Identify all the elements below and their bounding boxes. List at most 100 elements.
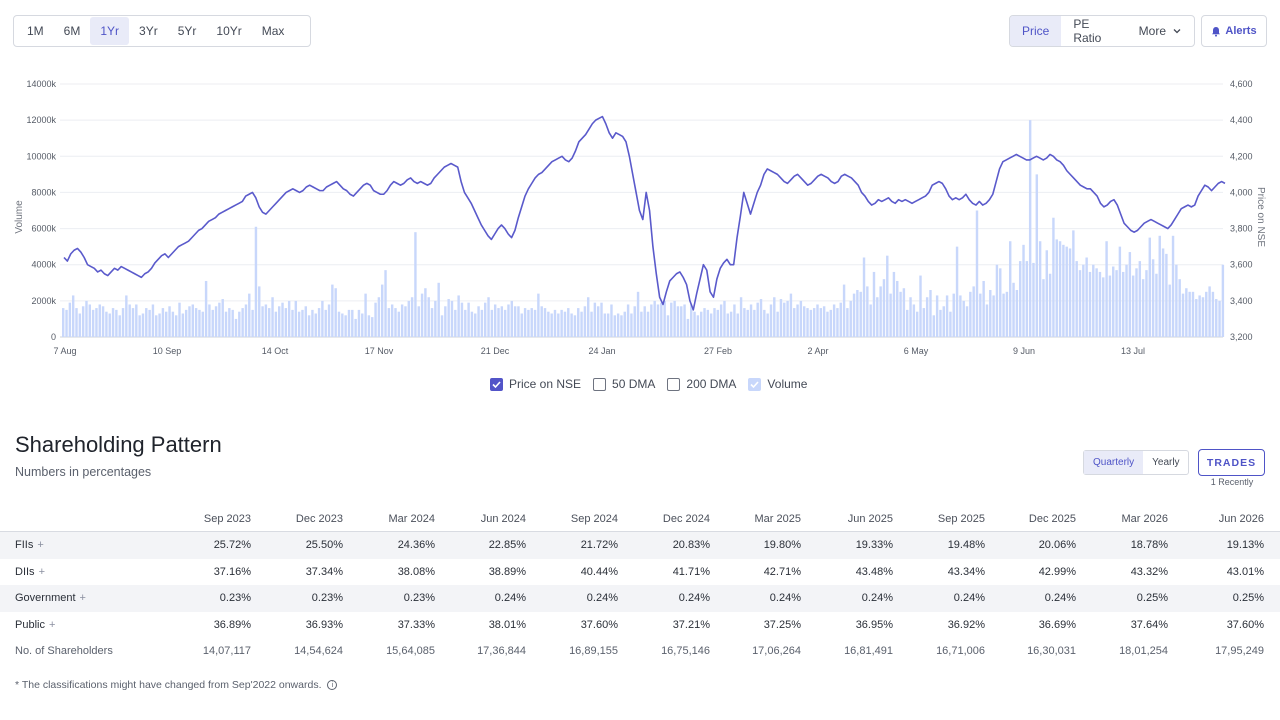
alerts-button[interactable]: Alerts [1201,15,1267,47]
legend-50dma[interactable]: 50 DMA [593,377,655,391]
volume-bar [809,309,813,337]
info-icon[interactable]: i [327,680,338,690]
volume-bar [277,306,281,337]
table-cell: 37.34% [305,565,343,578]
range-button-max[interactable]: Max [261,24,285,38]
volume-bar [427,297,430,337]
range-button-3yr[interactable]: 3Yr [139,24,158,38]
table-row[interactable]: Government +0.23% 0.23% 0.23% 0.24% 0.24% 0.24… [0,585,1280,612]
volume-bar [799,300,803,337]
range-button-5yr[interactable]: 5Yr [177,24,197,38]
volume-bar [228,308,231,337]
section-title: Shareholding Pattern [15,432,222,457]
table-row[interactable]: FIIs +25.72% 25.50% 24.36% 22.85% 21.72% 20.83… [0,532,1280,559]
volume-bar [653,300,656,337]
volume-bar [952,293,955,337]
y-right-tick: 3,400 [1230,296,1253,306]
volume-bar [377,297,381,337]
volume-bar [1141,279,1145,337]
price-button[interactable]: Price [1010,16,1062,46]
volume-bar [208,304,211,337]
row-label-text: Government [15,592,76,604]
volume-bar [430,308,434,337]
checkbox-checked-icon[interactable] [490,377,503,391]
volume-bar [394,308,397,337]
row-label[interactable]: FIIs + [15,539,44,551]
table-row: No. of Shareholders 14,07,117 14,54,624 15,… [0,638,1280,665]
yearly-toggle[interactable]: Yearly [1152,457,1180,468]
chevron-down-icon [1173,29,1181,34]
expand-plus-icon[interactable]: + [37,539,44,551]
table-cell: 43.01% [1226,565,1264,578]
volume-bar [65,309,68,337]
range-button-10yr[interactable]: 10Yr [216,24,242,38]
table-cell: 0.24% [769,592,801,604]
volume-bar [294,300,298,337]
volume-bar [533,309,537,337]
volume-bar [1058,241,1062,337]
volume-bar [324,309,327,337]
volume-bar [384,270,387,337]
table-cell: 36.95% [855,618,893,631]
volume-bar [929,290,932,337]
volume-bar [686,318,690,337]
row-label[interactable]: Public + [15,619,55,631]
range-button-1m[interactable]: 1M [27,24,44,38]
volume-bar [1052,217,1055,337]
volume-bar [231,309,234,337]
row-label[interactable]: DIIs + [15,566,45,578]
range-button-1yr[interactable]: 1Yr [90,17,130,45]
expand-plus-icon[interactable]: + [38,565,45,578]
more-dropdown[interactable]: More [1127,16,1194,46]
legend-price[interactable]: Price on NSE [490,377,581,391]
volume-bar [656,304,660,337]
range-button-6m[interactable]: 6M [63,24,81,38]
checkbox-icon[interactable] [593,377,607,391]
trades-button[interactable]: TRADES [1198,449,1265,476]
x-tick: 13 Jul [1121,346,1145,356]
volume-bar [171,311,175,337]
volume-bar [464,309,467,337]
table-cell: 36.92% [947,618,985,631]
volume-bar [1092,264,1095,337]
volume-bar [590,311,593,337]
volume-bar [1035,174,1039,337]
volume-bar [623,311,626,337]
table-cell: 0.24% [861,592,893,604]
table-cell: 0.24% [1044,592,1076,604]
volume-bar [965,306,969,337]
table-cell: 18.78% [1130,539,1168,551]
legend-volume[interactable]: Volume [748,377,807,391]
table-cell: 36.93% [305,618,343,631]
volume-bar [1088,271,1092,337]
volume-bar [111,308,115,337]
volume-bar [630,313,633,337]
expand-plus-icon[interactable]: + [48,618,56,631]
table-row[interactable]: Public +36.89% 36.93% 37.33% 38.01% 37.60% 37.… [0,612,1280,639]
volume-bar [829,309,832,337]
volume-bar [540,306,543,337]
volume-bar [191,304,195,337]
volume-bar [1161,248,1165,337]
legend-200dma[interactable]: 200 DMA [667,377,736,391]
volume-bar [650,304,653,337]
volume-bar [849,300,852,337]
volume-bar [523,308,527,337]
row-label-text: DIIs [15,565,35,578]
table-cell: 43.34% [947,565,985,578]
volume-bar [390,304,394,337]
volume-bar [989,290,992,337]
quarterly-toggle[interactable]: Quarterly [1084,451,1144,474]
volume-bar [876,297,879,337]
table-row[interactable]: DIIs +37.16% 37.34% 38.08% 38.89% 40.44% 41.71… [0,559,1280,586]
row-label[interactable]: Government + [15,592,86,604]
volume-bar [500,306,504,337]
column-header: Jun 2026 [1218,513,1264,525]
pe-ratio-button[interactable]: PE Ratio [1073,17,1102,45]
volume-bar [992,295,995,337]
table-cell: 0.24% [953,592,985,604]
expand-plus-icon[interactable]: + [79,592,86,604]
checkbox-checked-icon[interactable] [748,377,762,391]
volume-bar [184,309,188,337]
checkbox-icon[interactable] [667,377,681,391]
